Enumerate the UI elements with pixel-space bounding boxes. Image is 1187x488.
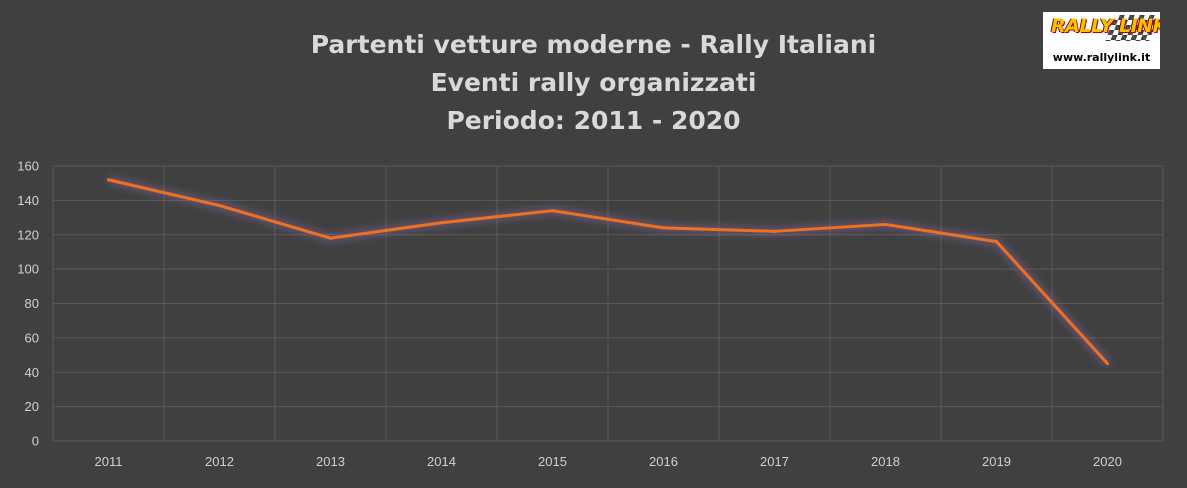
- x-tick-label: 2013: [316, 454, 345, 469]
- data-point: [107, 178, 110, 182]
- rallylink-logo: RALLY LINK www.rallylink.it: [1043, 12, 1160, 69]
- data-point: [884, 222, 887, 226]
- y-tick-label: 120: [17, 227, 39, 242]
- y-tick-label: 40: [25, 365, 39, 380]
- chart-title-line-3: Periodo: 2011 - 2020: [446, 106, 741, 135]
- data-point: [329, 236, 332, 240]
- x-tick-label: 2012: [205, 454, 234, 469]
- x-tick-label: 2017: [760, 454, 789, 469]
- data-point: [773, 229, 776, 233]
- series-line-0: [107, 178, 1109, 366]
- y-tick-label: 160: [17, 159, 39, 174]
- data-point: [1106, 362, 1109, 366]
- logo-brand-text: RALLY LINK: [1051, 15, 1160, 37]
- chart-title-line-1: Partenti vetture moderne - Rally Italian…: [310, 30, 877, 59]
- x-tick-label: 2018: [871, 454, 900, 469]
- data-point: [995, 240, 998, 244]
- series-lines: [107, 176, 1111, 367]
- y-axis-ticks: 0 20 40 60 80 100 120 140 160: [17, 159, 39, 449]
- x-tick-label: 2019: [982, 454, 1011, 469]
- y-tick-label: 80: [25, 296, 39, 311]
- data-point: [551, 209, 554, 213]
- chart-title-line-2: Eventi rally organizzati: [430, 68, 757, 97]
- y-tick-label: 0: [32, 434, 39, 449]
- x-tick-label: 2011: [95, 454, 123, 469]
- data-point: [218, 204, 221, 208]
- chart-title: Partenti vetture moderne - Rally Italian…: [0, 26, 1187, 140]
- y-tick-label: 140: [17, 193, 39, 208]
- y-tick-label: 100: [17, 262, 39, 277]
- x-tick-label: 2016: [649, 454, 678, 469]
- x-tick-label: 2020: [1093, 454, 1122, 469]
- logo-url: www.rallylink.it: [1052, 51, 1151, 64]
- x-tick-label: 2015: [538, 454, 567, 469]
- x-axis-ticks: 2011 2012 2013 2014 2015 2016 2017 2018 2019 2020: [95, 454, 1122, 469]
- y-tick-label: 20: [25, 399, 39, 414]
- data-point: [440, 221, 443, 225]
- data-point: [662, 226, 665, 230]
- x-tick-label: 2014: [427, 454, 456, 469]
- gridlines: [52, 165, 1164, 442]
- y-tick-label: 60: [25, 330, 39, 345]
